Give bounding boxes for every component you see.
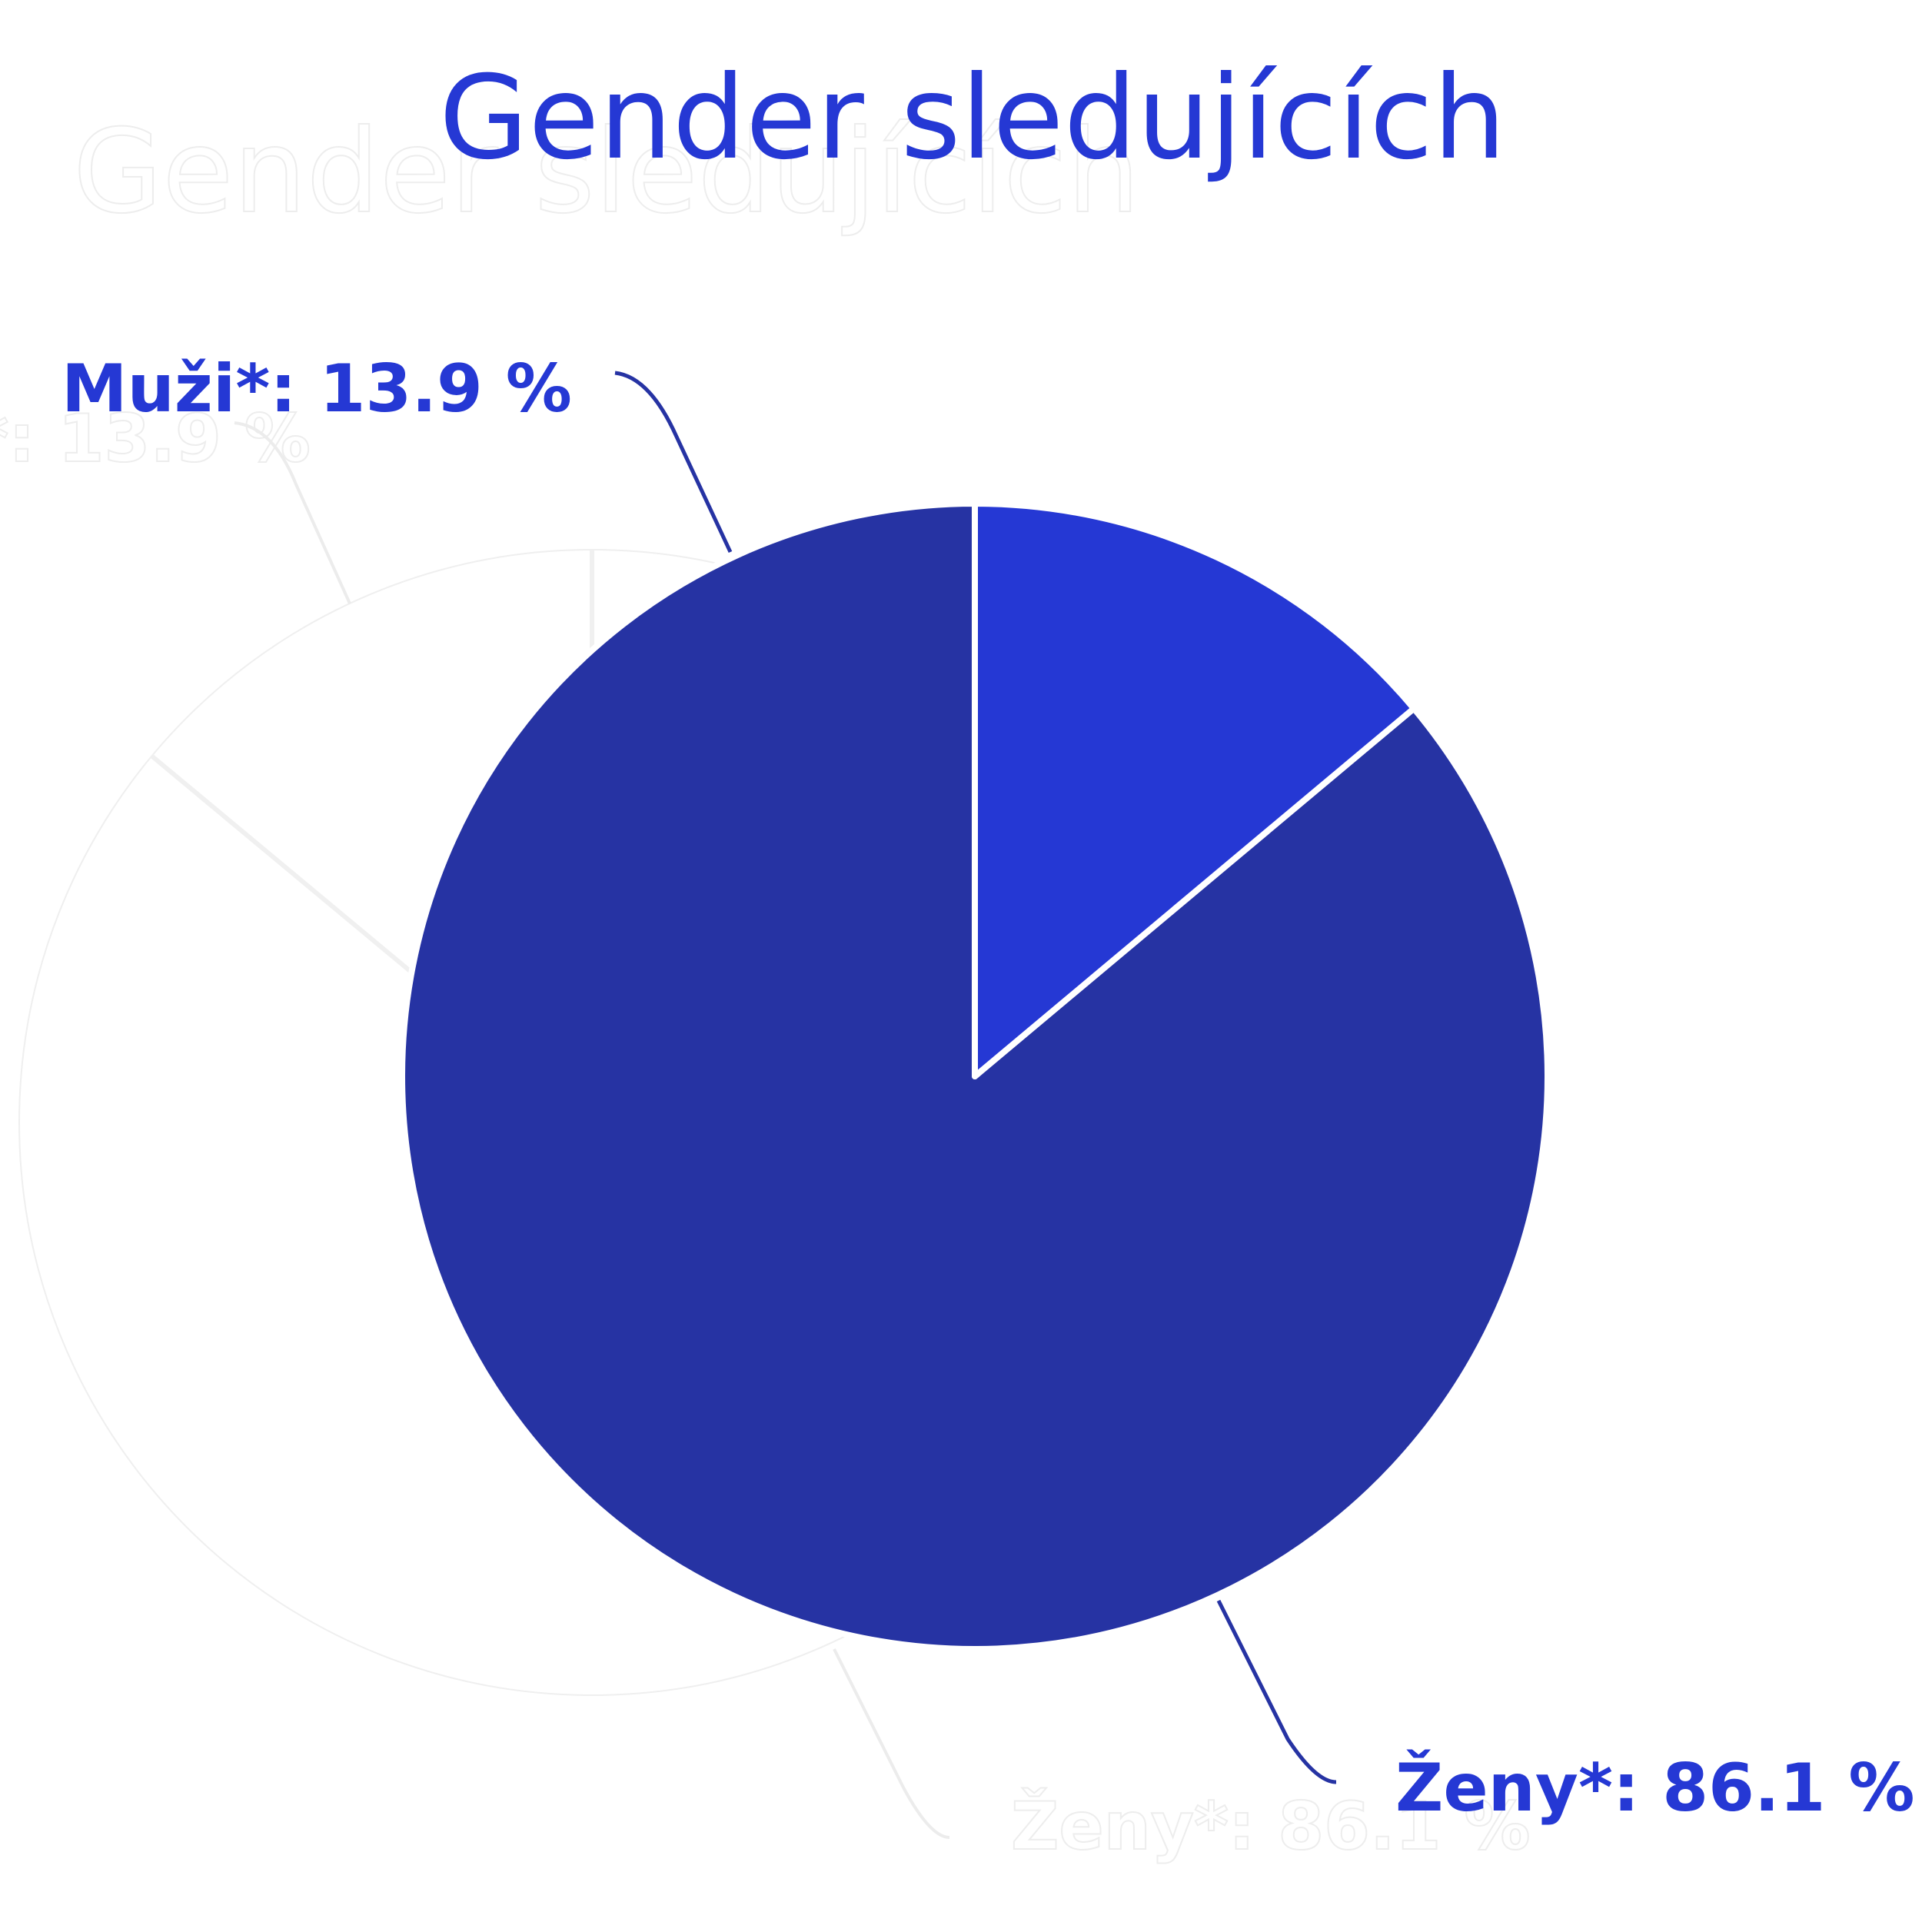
- ghost-title: Gender sledujících: [73, 105, 1140, 239]
- pie-slice-mui: [972, 500, 1418, 1079]
- ghost-label-muzi: Muži*: 13.9 %: [0, 401, 311, 477]
- pie-slice-eny: [399, 500, 1551, 1652]
- slice-label-muzi: Muži*: 13.9 %: [62, 351, 572, 427]
- ghost-label-zeny: Ženy*: 86.1 %: [1011, 1787, 1531, 1865]
- pie-slices: [399, 500, 1551, 1652]
- leader-line-zeny: [1216, 1599, 1337, 1784]
- leader-line-muzi: [614, 371, 733, 554]
- leader-lines: [614, 371, 1337, 1784]
- ghost-leader-line: [234, 421, 351, 604]
- slice-label-zeny: Ženy*: 86.1 %: [1395, 1749, 1915, 1827]
- ghost-leader-line: [833, 1648, 950, 1839]
- chart-title: Gender sledujících: [439, 52, 1506, 185]
